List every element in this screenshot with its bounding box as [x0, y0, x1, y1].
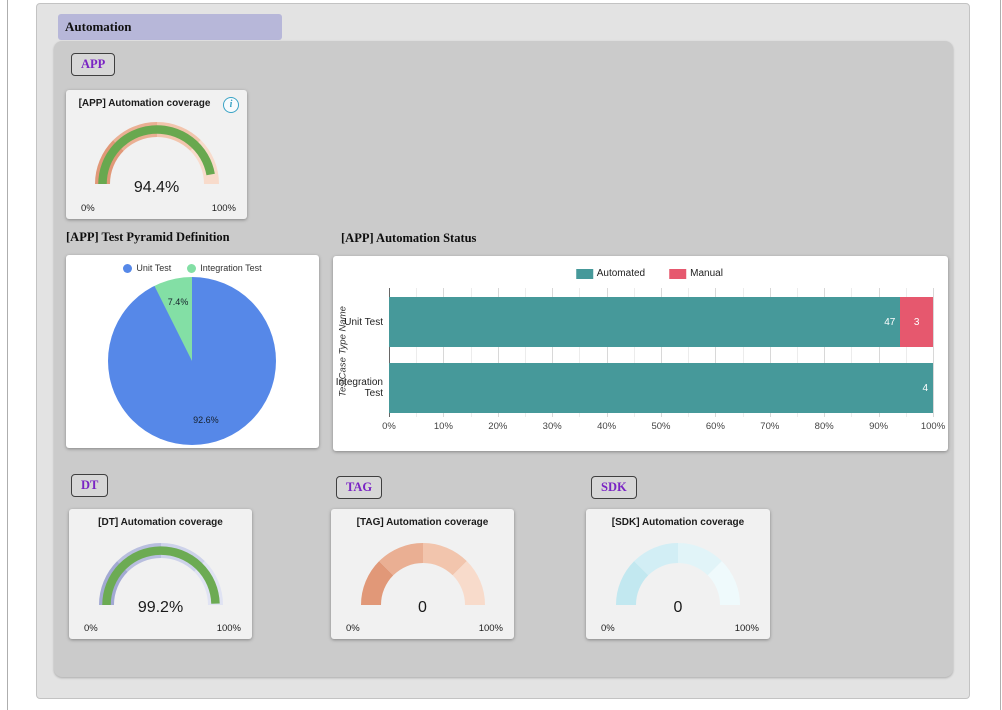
- info-icon[interactable]: i: [223, 97, 239, 113]
- gridline: [742, 288, 744, 417]
- gauge-arc-dt: [98, 543, 223, 606]
- gauge-value-tag: 0: [418, 599, 427, 616]
- legend-label-unit-test: Unit Test: [136, 263, 172, 273]
- gridline: [905, 288, 907, 417]
- x-axis-tick: 10%: [433, 421, 453, 432]
- bar-segment-automated: 47: [389, 297, 901, 347]
- bar-segment-automated: 4: [389, 363, 933, 413]
- gauge-title-sdk: [SDK] Automation coverage: [611, 517, 745, 528]
- bar-value-label: 3: [913, 316, 920, 328]
- gauge-min-label: 0%: [84, 623, 98, 634]
- gauge-arc-app: [94, 122, 219, 185]
- status-chip-app: APP: [71, 53, 116, 76]
- gauge-max-label: 100%: [734, 623, 759, 634]
- pie-slice-label: 7.4%: [167, 297, 189, 308]
- gauge-card-tag: [TAG] Automation coverage 0 0% 100%: [331, 509, 514, 639]
- x-axis-tick: 60%: [705, 421, 725, 432]
- gridline: [497, 288, 499, 417]
- gauge-card-sdk: [SDK] Automation coverage 0 0% 100%: [586, 509, 770, 639]
- legend-item-manual: Manual: [669, 268, 723, 279]
- gauge-arc-sdk: [616, 543, 740, 606]
- gridline: [470, 288, 472, 417]
- heading-automation-status: [APP] Automation Status: [341, 231, 477, 245]
- gauge-arc-tag: [360, 543, 485, 606]
- category-label-integration-test: Integration Test: [335, 377, 383, 399]
- y-axis-line: [389, 288, 390, 417]
- gauge-title-dt: [DT] Automation coverage: [98, 517, 223, 528]
- x-axis-tick: 20%: [488, 421, 508, 432]
- legend-label-manual: Manual: [690, 268, 723, 279]
- gridline: [552, 288, 554, 417]
- gridline: [688, 288, 690, 417]
- gridline: [633, 288, 635, 417]
- bar-value-label: 4: [922, 382, 928, 394]
- automation-panel: APP [APP] Automation coverage i 94.4% 0%…: [54, 41, 953, 677]
- gauge-value-app: 94.4%: [133, 179, 180, 196]
- pie-legend: Unit Test Integration Test: [66, 263, 319, 273]
- gridline: [525, 288, 526, 417]
- heading-test-pyramid: [APP] Test Pyramid Definition: [66, 230, 230, 244]
- gridline: [443, 288, 445, 417]
- gauge-title-app: [APP] Automation coverage: [78, 98, 211, 109]
- gauge-max-label: 100%: [211, 203, 236, 214]
- legend-swatch-manual: [669, 268, 687, 279]
- legend-label-automated: Automated: [596, 268, 646, 279]
- bar-chart-card: Automated Manual TestCase Type Name Unit…: [333, 256, 948, 451]
- category-label-unit-test: Unit Test: [344, 317, 383, 328]
- status-chip-tag: TAG: [336, 476, 383, 499]
- gauge-value-dt: 99.2%: [137, 599, 184, 616]
- window-frame-line-right: [1000, 0, 1001, 710]
- pie-chart: 92.6% 7.4%: [108, 277, 276, 445]
- x-axis-tick: 70%: [760, 421, 780, 432]
- pie-slice-label: 92.6%: [193, 414, 219, 425]
- gauge-min-label: 0%: [81, 203, 95, 214]
- pie-chart-card: Unit Test Integration Test 92.6% 7.4%: [66, 255, 319, 448]
- x-axis-tick: 30%: [542, 421, 562, 432]
- status-chip-dt: DT: [71, 474, 109, 497]
- x-axis-tick: 100%: [920, 421, 946, 432]
- legend-label-integration-test: Integration Test: [200, 263, 262, 273]
- bar-segment-manual: 3: [900, 297, 933, 347]
- gridline: [661, 288, 662, 417]
- gridline: [824, 288, 826, 417]
- gauge-max-label: 100%: [478, 623, 503, 634]
- y-axis-title: TestCase Type Name: [337, 306, 349, 397]
- page-title: Automation: [58, 14, 282, 40]
- gauge-card-dt: [DT] Automation coverage 99.2% 0% 100%: [69, 509, 252, 639]
- bar-legend: Automated Manual: [575, 268, 723, 279]
- window-frame-line-left: [7, 0, 8, 710]
- gauge-max-label: 100%: [216, 623, 241, 634]
- gauge-min-label: 0%: [601, 623, 615, 634]
- x-axis-tick: 90%: [869, 421, 889, 432]
- content-area: Automation APP [APP] Automation coverage…: [36, 3, 970, 699]
- gridline: [416, 288, 418, 417]
- gridline: [933, 288, 934, 417]
- legend-item-unit-test: Unit Test: [123, 263, 171, 273]
- gridline: [769, 288, 771, 417]
- x-axis-tick: 40%: [597, 421, 617, 432]
- legend-dot-unit-test: [123, 263, 133, 273]
- legend-swatch-automated: [575, 268, 593, 279]
- gauge-min-label: 0%: [346, 623, 360, 634]
- gridline: [878, 288, 880, 417]
- gauge-card-app: [APP] Automation coverage i 94.4% 0% 100…: [66, 90, 247, 219]
- gridline: [606, 288, 608, 417]
- bar-plot-area: 47 3 4: [389, 288, 934, 417]
- gauge-value-sdk: 0: [673, 599, 683, 616]
- bar-value-label: 47: [884, 316, 896, 328]
- x-axis-tick: 0%: [382, 421, 396, 432]
- legend-dot-integration-test: [187, 263, 197, 273]
- legend-item-integration-test: Integration Test: [187, 263, 262, 273]
- gridline: [715, 288, 717, 417]
- x-axis-ticks: 0% 10% 20% 30% 40% 50% 60% 70% 80% 90% 100%: [382, 421, 945, 435]
- x-axis-tick: 50%: [651, 421, 671, 432]
- status-chip-sdk: SDK: [591, 476, 637, 499]
- gridline: [579, 288, 581, 417]
- gauge-title-tag: [TAG] Automation coverage: [356, 517, 489, 528]
- gridline: [851, 288, 853, 417]
- legend-item-automated: Automated: [575, 268, 646, 279]
- x-axis-tick: 80%: [814, 421, 834, 432]
- gridline: [797, 288, 798, 417]
